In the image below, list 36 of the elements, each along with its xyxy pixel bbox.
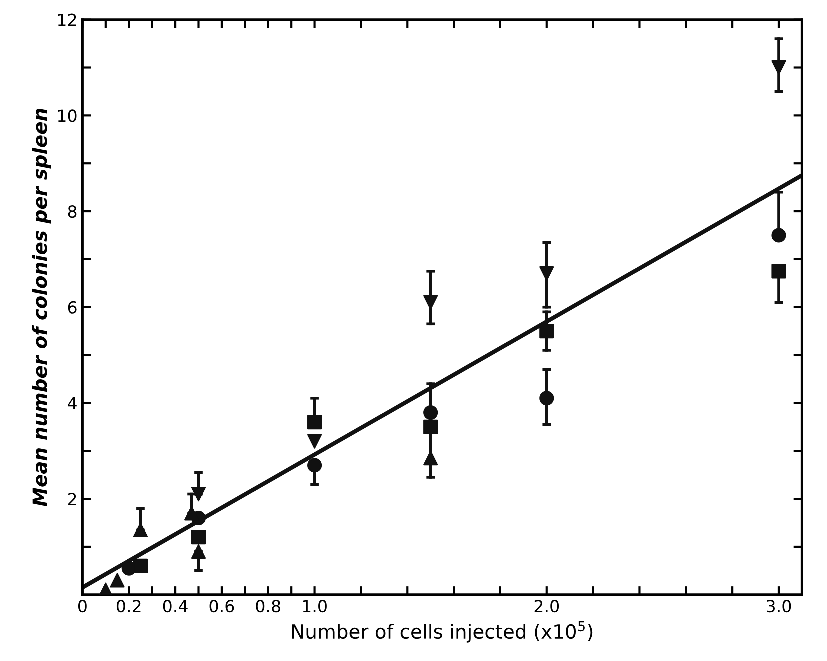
- point: [191, 530, 206, 545]
- y-tick-label: 10: [58, 110, 77, 122]
- point: [424, 295, 438, 310]
- x-tick-label: 0.6: [210, 600, 234, 613]
- x-tick-label: 0.8: [256, 600, 280, 613]
- y-axis-title: Mean number of colonies per spleen: [32, 108, 52, 506]
- y-tick-label: 12: [58, 14, 76, 26]
- point: [772, 264, 786, 279]
- x-tick-label: 3.0: [767, 600, 792, 613]
- x-tick-label: 0: [78, 600, 87, 613]
- point: [540, 266, 554, 282]
- y-tick-label: 8: [68, 205, 77, 218]
- point: [133, 522, 148, 538]
- point: [540, 324, 554, 339]
- x-tick-label: 0.2: [116, 600, 141, 613]
- x-tick-label: 1.0: [303, 600, 327, 613]
- y-tick-label: 2: [68, 493, 76, 506]
- x-tick-label: 0.4: [163, 600, 188, 613]
- point: [424, 451, 438, 466]
- point: [772, 60, 786, 76]
- point: [308, 434, 322, 449]
- point: [540, 391, 554, 406]
- x-axis-title: Number of cells injected (x10$^{5}$): [292, 621, 593, 643]
- point: [191, 544, 206, 560]
- point: [98, 582, 114, 595]
- point: [110, 573, 125, 588]
- y-tick-label: 6: [68, 301, 77, 314]
- point: [424, 406, 438, 420]
- point: [308, 415, 322, 430]
- point: [424, 420, 438, 434]
- point: [772, 228, 786, 243]
- point: [191, 486, 206, 502]
- x-tick-label: 2.0: [534, 600, 560, 613]
- point: [133, 558, 148, 574]
- y-tick-label: 4: [68, 397, 77, 410]
- point: [308, 458, 322, 473]
